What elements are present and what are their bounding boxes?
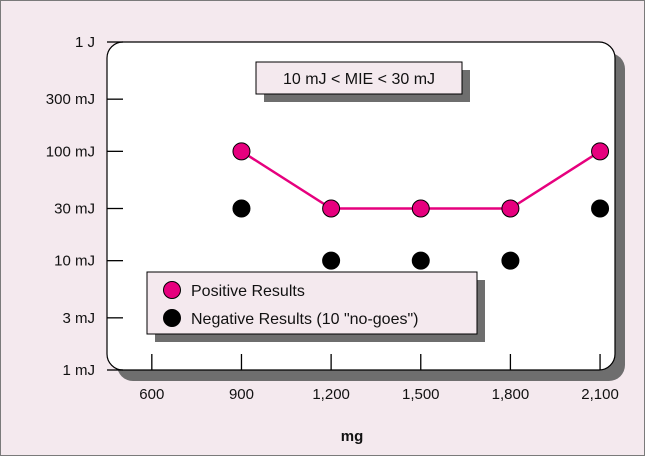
legend-label-negative: Negative Results (10 "no-goes") <box>191 311 418 328</box>
annotation-text: 10 mJ < MIE < 30 mJ <box>283 71 435 88</box>
data-points <box>232 142 610 270</box>
positive-result-point <box>591 142 610 161</box>
legend-label-positive: Positive Results <box>191 283 305 300</box>
negative-result-point <box>591 199 610 218</box>
negative-result-point <box>232 199 251 218</box>
positive-result-point <box>411 199 430 218</box>
y-tick-label: 1 J <box>75 34 95 51</box>
y-tick-label: 100 mJ <box>46 143 95 160</box>
x-axis-title: mg <box>341 428 364 445</box>
x-tick-label: 900 <box>229 386 254 403</box>
x-tick-label: 600 <box>139 386 164 403</box>
annotation: 10 mJ < MIE < 30 mJ <box>255 61 470 102</box>
positive-result-point <box>322 199 341 218</box>
y-tick-label: 30 mJ <box>54 201 95 218</box>
y-tick-label: 1 mJ <box>62 362 95 379</box>
x-tick-label: 1,500 <box>402 386 440 403</box>
x-tick-label: 1,200 <box>312 386 350 403</box>
positive-result-point <box>232 142 251 161</box>
y-tick-label: 300 mJ <box>46 91 95 108</box>
negative-result-point <box>501 251 520 270</box>
legend-marker-positive <box>163 281 181 299</box>
y-axis: 1 mJ 3 mJ 10 mJ 30 mJ 100 mJ 300 mJ 1 J <box>46 34 123 379</box>
positive-result-point <box>501 199 520 218</box>
y-tick-label: 3 mJ <box>62 310 95 327</box>
x-tick-label: 1,800 <box>492 386 530 403</box>
negative-result-point <box>322 251 341 270</box>
x-axis: 600 900 1,200 1,500 1,800 2,100 <box>139 354 619 403</box>
legend: Positive Results Negative Results (10 "n… <box>146 271 485 342</box>
legend-marker-negative <box>163 309 181 327</box>
x-tick-label: 2,100 <box>581 386 619 403</box>
y-tick-label: 10 mJ <box>54 253 95 270</box>
negative-result-point <box>411 251 430 270</box>
